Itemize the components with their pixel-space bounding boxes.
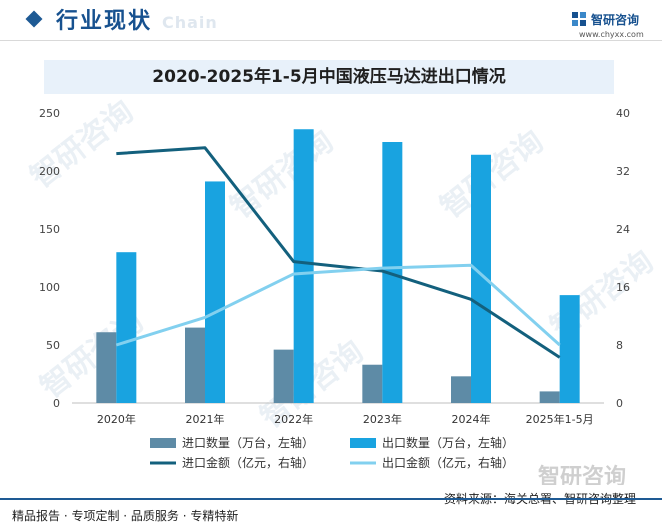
x-axis-category-label: 2023年 <box>363 412 402 426</box>
right-axis-tick-label: 32 <box>616 165 630 178</box>
right-axis-tick-label: 8 <box>616 339 623 352</box>
brand-block[interactable]: 智研咨询 www.chyxx.com <box>571 8 661 42</box>
brand-name: 智研咨询 <box>591 13 640 27</box>
left-axis-tick-label: 50 <box>46 339 60 352</box>
legend-label: 出口金额（亿元，右轴） <box>382 455 514 470</box>
left-axis-tick-label: 150 <box>39 223 60 236</box>
bar-export-qty <box>293 129 314 404</box>
footer-brand: 智研咨询 <box>538 464 626 485</box>
left-axis-tick-label: 250 <box>39 107 60 120</box>
bar-export-qty <box>382 142 403 403</box>
line-export-value <box>115 263 561 347</box>
left-axis-tick-label: 200 <box>39 165 60 178</box>
x-axis-category-label: 2025年1-5月 <box>526 412 594 426</box>
bar-import-qty <box>451 376 471 403</box>
bar-export-qty <box>559 295 580 403</box>
header-divider <box>0 40 662 41</box>
right-axis-tick-label: 16 <box>616 281 630 294</box>
brand-logo-icon <box>572 12 586 26</box>
legend-swatch <box>150 438 176 448</box>
legend-label: 出口数量（万台，左轴） <box>382 435 514 450</box>
bar-export-qty <box>205 181 225 403</box>
legend-label: 进口金额（亿元，右轴） <box>182 455 314 470</box>
x-axis-category-label: 2024年 <box>452 412 491 426</box>
section-subtitle-en: Chain <box>162 13 218 32</box>
right-axis-tick-label: 24 <box>616 223 630 236</box>
legend-swatch <box>350 438 376 448</box>
bar-import-qty <box>362 364 383 403</box>
bar-import-qty <box>273 349 294 403</box>
header: 行业现状 Chain 智研咨询 www.chyxx.com <box>0 0 662 40</box>
footer-divider <box>0 498 662 500</box>
legend-label: 进口数量（万台，左轴） <box>182 435 314 450</box>
chart-title-band <box>44 60 614 94</box>
bar-import-qty <box>539 391 560 403</box>
line-import-value <box>116 146 561 359</box>
header-diamond-icon <box>25 10 43 28</box>
left-axis-tick-label: 0 <box>53 397 60 410</box>
bar-export-qty <box>471 154 491 403</box>
chart-title: 2020-2025年1-5月中国液压马达进出口情况 <box>152 67 506 87</box>
section-title: 行业现状 <box>56 9 153 34</box>
chart-area: 0 50 100 150 200 250 0 8 16 24 32 40 2020年 2021年 2022年… <box>39 107 630 485</box>
brand-url: www.chyxx.com <box>579 30 644 39</box>
footer-slogan: 精品报告 · 专项定制 · 品质服务 · 专精特新 <box>12 509 239 523</box>
bar-export-qty <box>116 252 137 403</box>
left-axis-tick-label: 100 <box>39 281 60 294</box>
right-axis-tick-label: 40 <box>616 107 630 120</box>
right-axis-tick-label: 0 <box>616 397 623 410</box>
bar-import-qty <box>96 332 117 403</box>
x-axis-category-label: 2021年 <box>186 412 225 426</box>
bar-import-qty <box>185 327 205 403</box>
x-axis-category-label: 2020年 <box>97 412 136 426</box>
x-axis-category-label: 2022年 <box>274 412 313 426</box>
